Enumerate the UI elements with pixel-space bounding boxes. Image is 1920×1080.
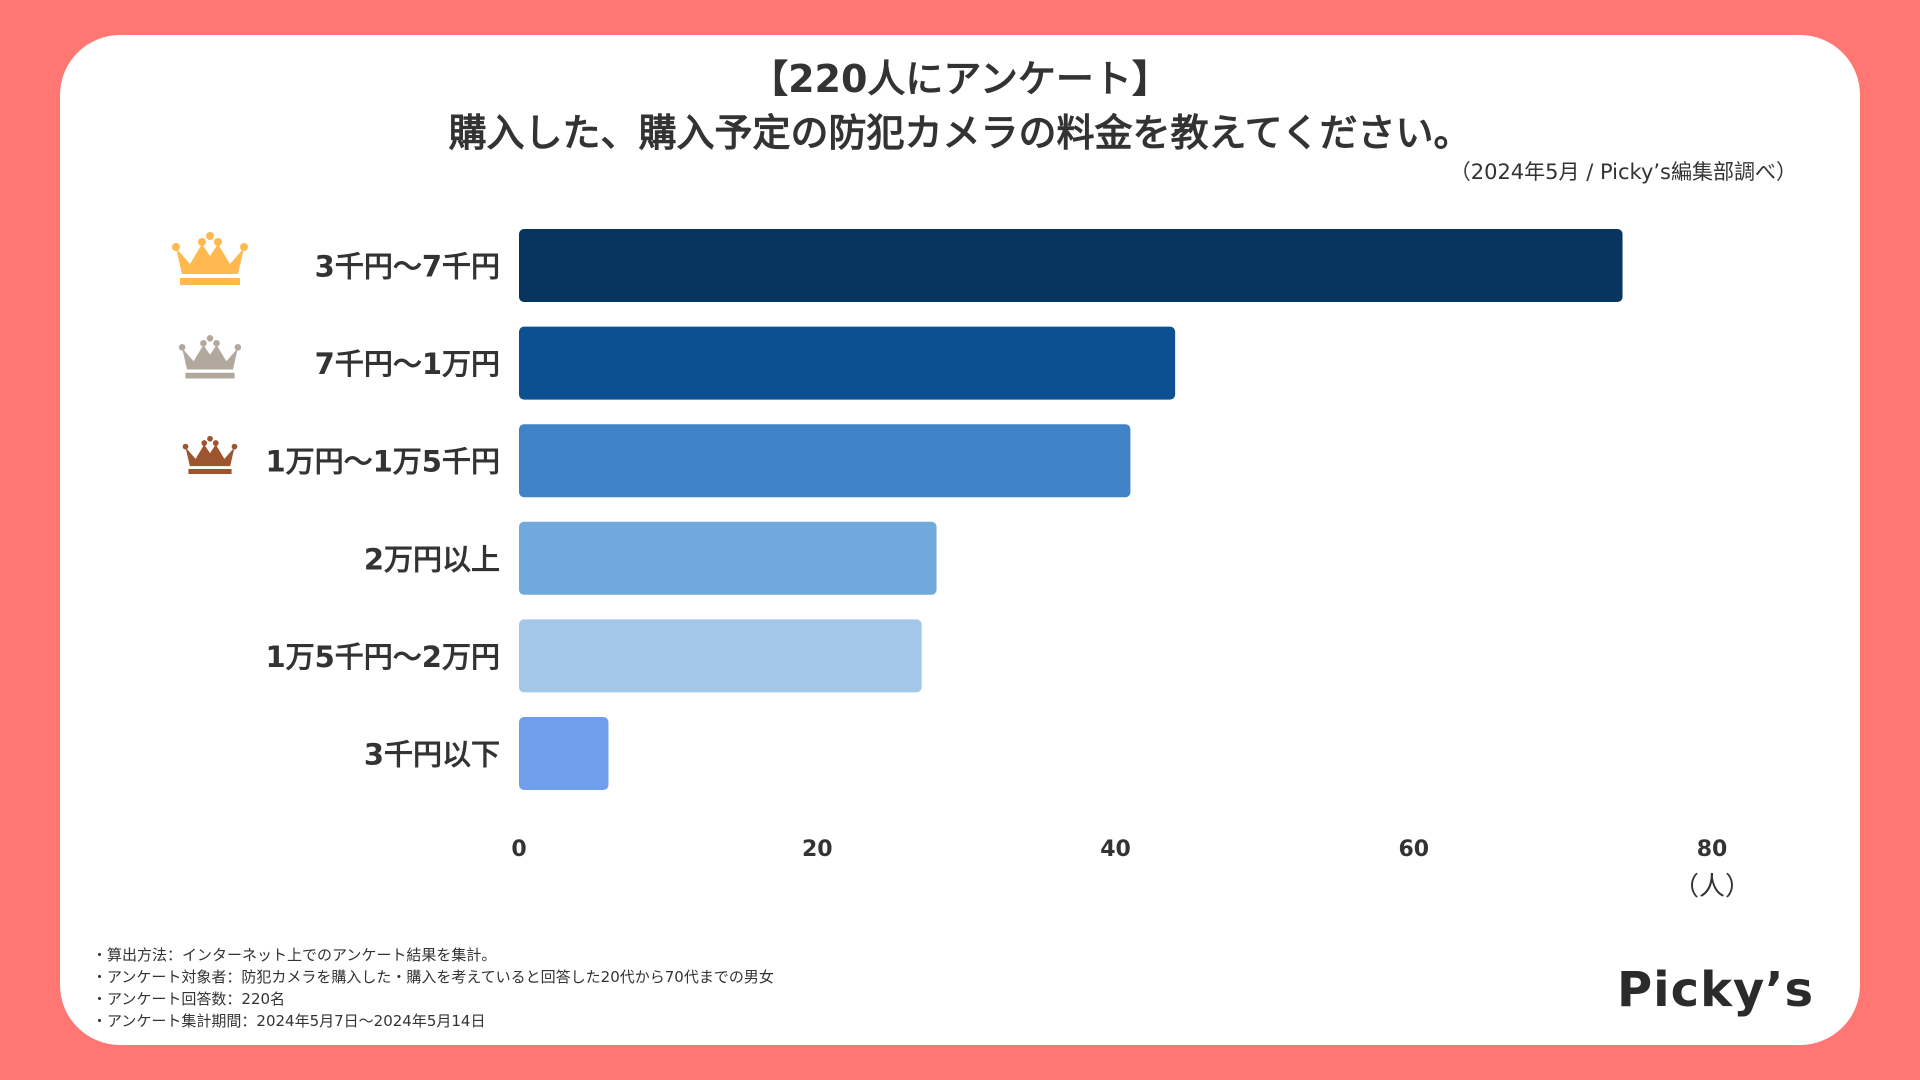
note-target: ・アンケート対象者：防犯カメラを購入した・購入を考えていると回答した20代から7… [92, 968, 774, 986]
chart-title-line1: 【220人にアンケート】 [750, 57, 1170, 101]
bar-5 [519, 619, 922, 693]
category-label-2: 7千円～1万円 [315, 347, 500, 381]
bar-6 [519, 717, 609, 790]
category-label-3: 1万円～1万5千円 [265, 445, 500, 479]
source-note: （2024年5月 / Picky’s編集部調べ） [1449, 160, 1797, 184]
card-background [60, 35, 1860, 1045]
x-tick-label: 60 [1398, 837, 1429, 862]
survey-notes: ・算出方法：インターネット上でのアンケート結果を集計。 ・アンケート対象者：防犯… [92, 944, 774, 1032]
category-label-4: 2万円以上 [364, 542, 500, 576]
x-tick-label: 0 [511, 837, 526, 862]
x-axis-unit-label: （人） [1673, 872, 1751, 902]
gold-crown-icon [172, 232, 248, 285]
note-method: ・算出方法：インターネット上でのアンケート結果を集計。 [92, 946, 497, 964]
bar-4 [519, 521, 937, 595]
category-label-6: 3千円以下 [364, 738, 500, 772]
category-label-1: 3千円～7千円 [315, 250, 500, 284]
note-count: ・アンケート回答数：220名 [92, 990, 286, 1008]
chart-title-line2: 購入した、購入予定の防犯カメラの料金を教えてください。 [448, 111, 1472, 155]
x-tick-label: 20 [802, 837, 833, 862]
category-label-5: 1万5千円～2万円 [265, 640, 500, 674]
x-tick-label: 40 [1100, 837, 1131, 862]
bronze-crown-icon [182, 435, 238, 474]
silver-crown-icon [178, 335, 242, 379]
note-period: ・アンケート集計期間：2024年5月7日～2024年5月14日 [92, 1012, 486, 1030]
x-tick-label: 80 [1697, 837, 1728, 862]
bar-2 [519, 326, 1176, 400]
brand-logo: Picky’s [1617, 962, 1815, 1018]
bar-1 [519, 229, 1623, 302]
bar-3 [519, 424, 1131, 498]
